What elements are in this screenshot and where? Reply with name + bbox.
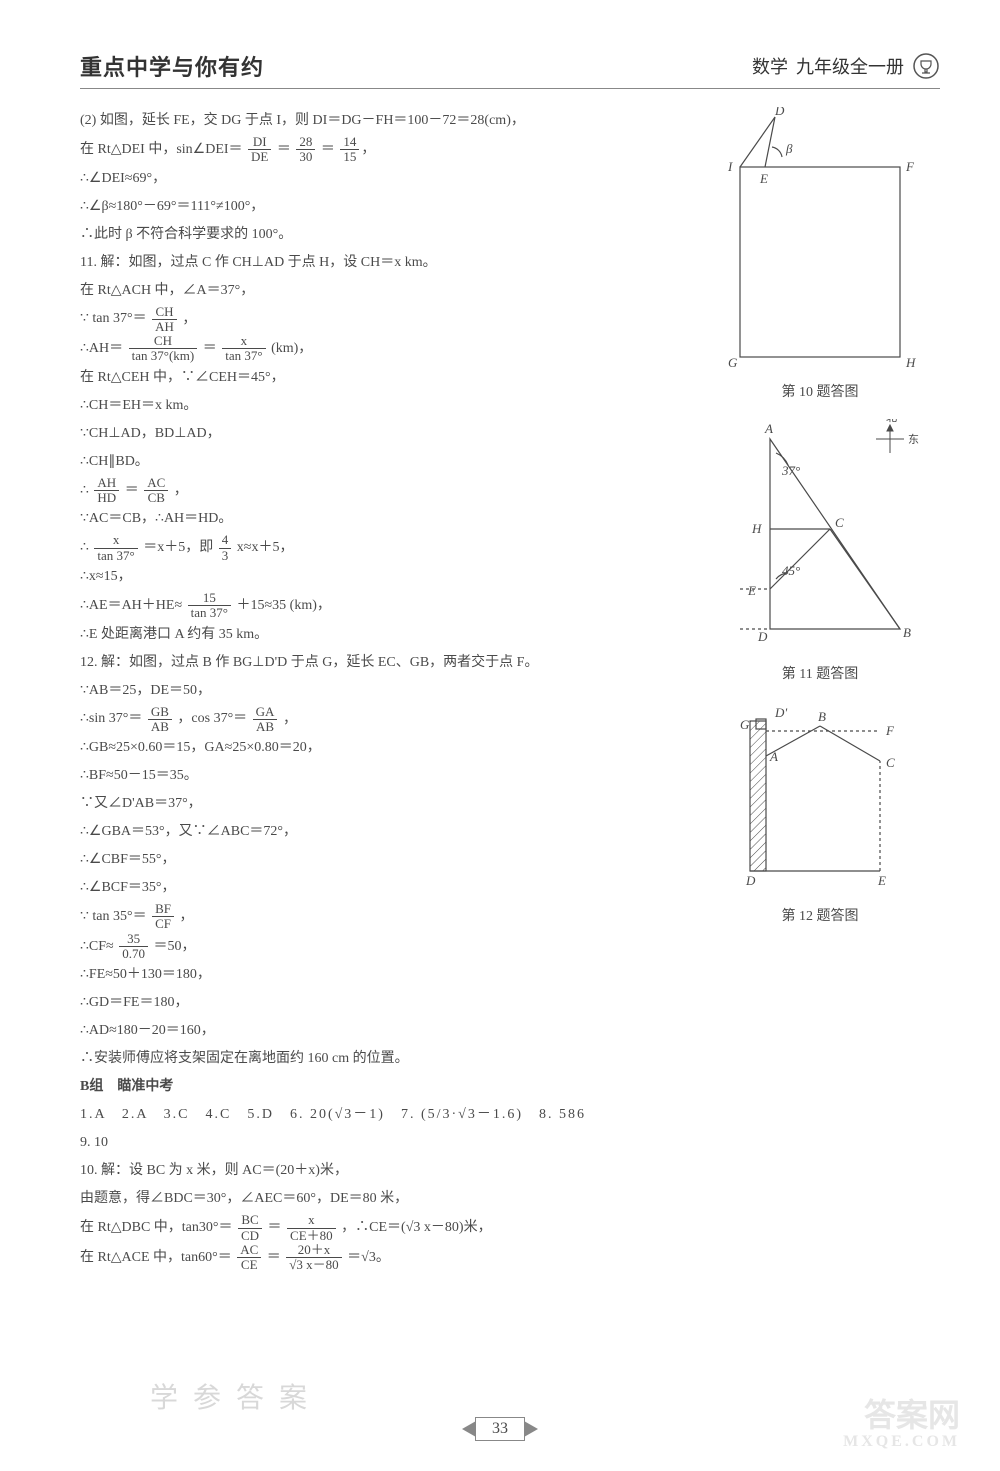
- line: ∴AH＝ CHtan 37°(km) ＝ xtan 37° (km)，: [80, 334, 682, 364]
- line: ∴GD＝FE＝180，: [80, 989, 682, 1017]
- svg-text:E: E: [759, 171, 768, 186]
- line: ∵AB＝25，DE＝50，: [80, 677, 682, 705]
- svg-text:B: B: [903, 625, 911, 640]
- line: 在 Rt△DBC 中，tan30°＝ BCCD ＝ xCE＋80 ，∴CE＝(√…: [80, 1213, 682, 1243]
- figure-12: D' B F A C D E G 第 12 题答图: [700, 701, 940, 925]
- svg-text:H: H: [751, 521, 762, 536]
- line: ∴BF≈50－15＝35。: [80, 762, 682, 790]
- svg-text:F: F: [905, 159, 915, 174]
- line: 11. 解：如图，过点 C 作 CH⊥AD 于点 H，设 CH＝x km。: [80, 249, 682, 277]
- svg-text:E: E: [877, 873, 886, 888]
- svg-text:G: G: [740, 717, 750, 732]
- svg-text:D: D: [774, 107, 785, 118]
- svg-text:β: β: [785, 141, 793, 156]
- line: ∴此时 β 不符合科学要求的 100°。: [80, 221, 682, 249]
- line: ∴GB≈25×0.60＝15，GA≈25×0.80＝20，: [80, 734, 682, 762]
- svg-text:D': D': [774, 705, 787, 720]
- section-b-heading: B组 瞄准中考: [80, 1073, 682, 1101]
- svg-text:C: C: [835, 515, 844, 530]
- svg-text:D: D: [745, 873, 756, 888]
- svg-text:C: C: [886, 755, 895, 770]
- line: 12. 解：如图，过点 B 作 BG⊥D'D 于点 G，延长 EC、GB，两者交…: [80, 649, 682, 677]
- line: ∴CF≈ 350.70 ＝50，: [80, 932, 682, 962]
- line: ∴AD≈180－20＝160，: [80, 1017, 682, 1045]
- line: ∴∠DEI≈69°，: [80, 165, 682, 193]
- svg-text:45°: 45°: [782, 563, 800, 578]
- line: ∵ tan 35°＝ BFCF ，: [80, 902, 682, 932]
- svg-text:I: I: [727, 159, 733, 174]
- line: ∵AC＝CB，∴AH＝HD。: [80, 505, 682, 533]
- line: ∴ AHHD ＝ ACCB ，: [80, 476, 682, 506]
- line: ∴x≈15，: [80, 563, 682, 591]
- svg-text:东: 东: [908, 433, 919, 446]
- logo-icon: [912, 52, 940, 80]
- svg-text:B: B: [818, 709, 826, 724]
- page-number-value: 33: [475, 1417, 525, 1441]
- line: 在 Rt△ACE 中，tan60°＝ ACCE ＝ 20＋x√3 x－80 ＝√…: [80, 1243, 682, 1273]
- line: ∵又∠D'AB＝37°，: [80, 790, 682, 818]
- svg-text:G: G: [728, 355, 738, 370]
- line: 9. 10: [80, 1129, 682, 1157]
- line: ∴∠CBF＝55°，: [80, 846, 682, 874]
- line: ∵CH⊥AD，BD⊥AD，: [80, 420, 682, 448]
- svg-text:北: 北: [886, 419, 897, 424]
- header-grade: 九年级全一册: [796, 53, 904, 79]
- svg-text:A: A: [764, 421, 773, 436]
- line: ∴∠BCF＝35°，: [80, 874, 682, 902]
- header-subject: 数学: [752, 53, 788, 79]
- header-title-right: 数学 九年级全一册: [752, 52, 940, 80]
- line: ∴E 处距离港口 A 约有 35 km。: [80, 621, 682, 649]
- page-header: 重点中学与你有约 数学 九年级全一册: [80, 50, 940, 89]
- watermark-right: 答案网 MXQE.COM: [843, 1398, 960, 1451]
- line: 由题意，得∠BDC＝30°，∠AEC＝60°，DE＝80 米，: [80, 1185, 682, 1213]
- svg-text:A: A: [769, 749, 778, 764]
- figure-column: D I E F G H β 第 10 题答图: [700, 107, 940, 1273]
- line: ∴∠β≈180°－69°＝111°≠100°，: [80, 193, 682, 221]
- line: 10. 解：设 BC 为 x 米，则 AC＝(20＋x)米，: [80, 1157, 682, 1185]
- watermark-left: 学 参 答 案: [150, 1376, 311, 1416]
- line: 在 Rt△DEI 中，sin∠DEI＝ DIDE ＝ 2830 ＝ 1415，: [80, 135, 682, 165]
- figure-12-caption: 第 12 题答图: [700, 905, 940, 925]
- figure-10-caption: 第 10 题答图: [700, 381, 940, 401]
- main-text-column: (2) 如图，延长 FE，交 DG 于点 I，则 DI＝DG－FH＝100－72…: [80, 107, 682, 1273]
- line: (2) 如图，延长 FE，交 DG 于点 I，则 DI＝DG－FH＝100－72…: [80, 107, 682, 135]
- answer-line: 1.A 2.A 3.C 4.C 5.D 6. 20(√3－1) 7. (5/3·…: [80, 1101, 682, 1129]
- header-title-left: 重点中学与你有约: [80, 50, 264, 82]
- line: 在 Rt△ACH 中，∠A＝37°，: [80, 277, 682, 305]
- line: 在 Rt△CEH 中，∵∠CEH＝45°，: [80, 364, 682, 392]
- figure-11: A B C D E H 37° 45° 北 东 第 11 题答图: [700, 419, 940, 683]
- svg-text:F: F: [885, 723, 895, 738]
- svg-text:37°: 37°: [781, 463, 800, 478]
- svg-text:H: H: [905, 355, 916, 370]
- line: ∴ xtan 37° ＝x＋5，即 43 x≈x＋5，: [80, 533, 682, 563]
- svg-text:E: E: [747, 583, 756, 598]
- line: ∴CH＝EH＝x km。: [80, 392, 682, 420]
- svg-text:D: D: [757, 629, 768, 644]
- line: ∴安装师傅应将支架固定在离地面约 160 cm 的位置。: [80, 1045, 682, 1073]
- figure-10: D I E F G H β 第 10 题答图: [700, 107, 940, 401]
- line: ∴∠GBA＝53°，又∵∠ABC＝72°，: [80, 818, 682, 846]
- line: ∴FE≈50＋130＝180，: [80, 961, 682, 989]
- line: ∴sin 37°＝ GBAB ，cos 37°＝ GAAB ，: [80, 705, 682, 735]
- line: ∴CH∥BD。: [80, 448, 682, 476]
- line: ∵ tan 37°＝ CHAH ，: [80, 305, 682, 335]
- figure-11-caption: 第 11 题答图: [700, 663, 940, 683]
- line: ∴AE＝AH＋HE≈ 15tan 37° ＋15≈35 (km)，: [80, 591, 682, 621]
